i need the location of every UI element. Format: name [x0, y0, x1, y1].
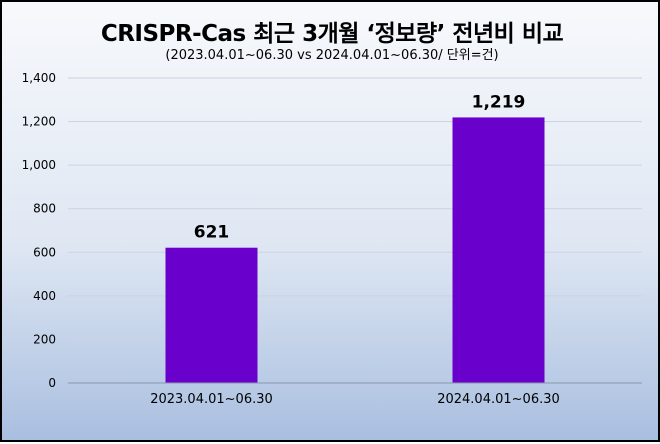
y-tick-label: 1,000: [22, 158, 56, 172]
chart-subtitle: (2023.04.01~06.30 vs 2024.04.01~06.30/ 단…: [165, 48, 499, 63]
y-tick-label: 1,400: [22, 71, 56, 85]
y-tick-label: 200: [33, 332, 56, 346]
y-tick-label: 0: [48, 376, 56, 390]
chart-title: CRISPR-Cas 최근 3개월 ‘정보량’ 전년비 비교: [100, 21, 564, 47]
y-tick-label: 800: [33, 202, 56, 216]
y-tick-label: 1,200: [22, 115, 56, 129]
x-tick-label: 2024.04.01~06.30: [437, 392, 560, 407]
y-tick-label: 600: [33, 245, 56, 259]
bar: [165, 247, 258, 383]
x-tick-label: 2023.04.01~06.30: [150, 392, 273, 407]
data-label: 1,219: [472, 92, 526, 112]
y-tick-label: 400: [33, 289, 56, 303]
data-label: 621: [194, 223, 230, 243]
bar: [452, 117, 545, 384]
